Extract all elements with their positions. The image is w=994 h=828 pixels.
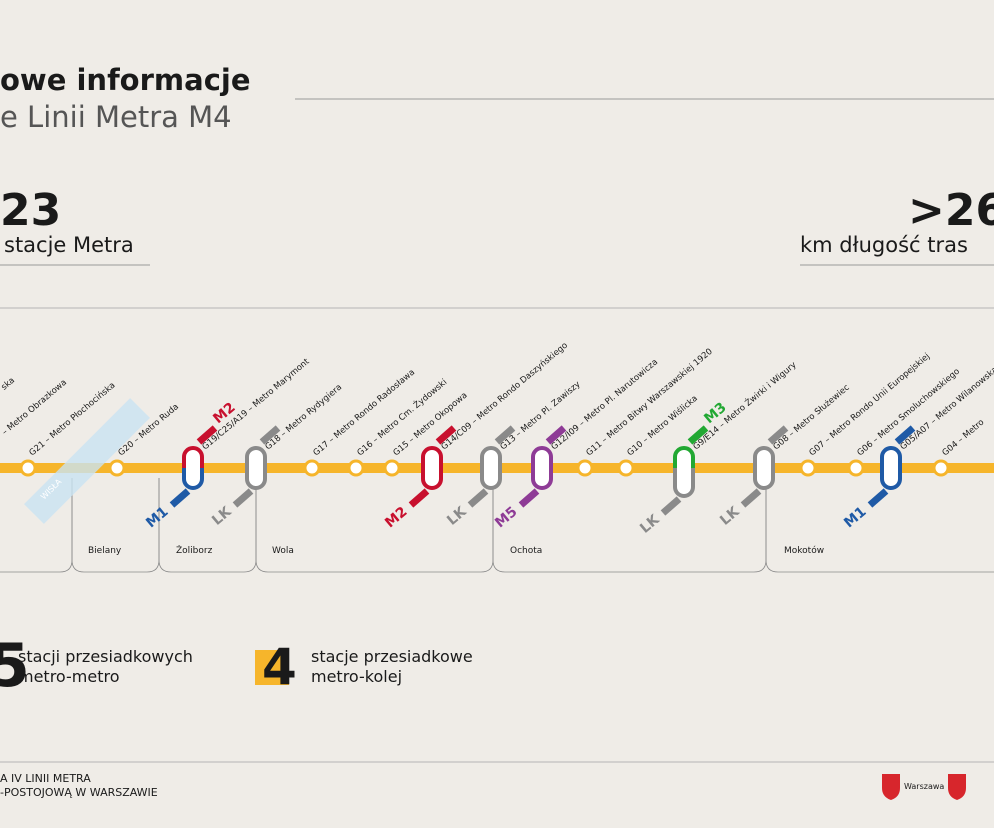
station [847,459,865,477]
interchange-top [245,446,267,468]
district-border [255,478,494,573]
interchange-top [182,446,204,468]
stat-label: stacje Metra [4,233,134,257]
interchange-bottom [753,468,775,490]
title: owe informacje [0,63,251,97]
interchange-bottom [480,468,502,490]
subtitle: e Linii Metra M4 [0,100,232,134]
interchange [184,448,202,488]
stat-label: km długość tras [800,233,968,257]
badge-strip [740,488,762,508]
interchange [482,448,500,488]
interchange [882,448,900,488]
highlight [255,650,289,685]
stat-value: >26 [908,185,994,236]
interchange-bottom [880,468,902,490]
interchange [423,448,441,488]
station [932,459,950,477]
station [19,459,37,477]
transfer-value: 5 [0,631,30,701]
badge-strip [494,425,516,445]
badge-strip [408,488,430,508]
interchange [533,448,551,488]
transfer-value: 4 [262,638,297,696]
badge-strip [232,488,254,508]
district-border [158,478,257,573]
station [303,459,321,477]
interchange-top [531,446,553,468]
badge-strip [894,425,916,445]
footer-text: A IV LINII METRA [0,772,91,785]
district-border [71,478,160,573]
logo-shield [882,774,900,800]
badge-strip [867,488,889,508]
station [108,459,126,477]
badge-strip [767,425,789,445]
badge-strip [687,425,709,445]
interchange [755,448,773,488]
badge-strip [518,488,540,508]
interchange-top [480,446,502,468]
district-label: Żoliborz [176,545,213,556]
footer-text: -POSTOJOWĄ W WARSZAWIE [0,786,158,799]
badge-strip [435,425,457,445]
interchange-top [753,446,775,468]
district-label: Wola [272,546,294,556]
district-label: Ochota [510,546,542,556]
district-border [492,478,767,573]
interchange-top [421,446,443,468]
interchange [675,448,693,496]
interchange [247,448,265,488]
transfer-label: stacje przesiadkowe [311,647,473,666]
interchange-bottom [245,468,267,490]
interchange-top [673,446,695,468]
station [383,459,401,477]
badge-strip [169,488,191,508]
interchange-bottom [421,468,443,490]
river [24,398,150,524]
transfer-label: metro-metro [18,667,120,686]
logo-shield [948,774,966,800]
district-border [765,478,994,573]
station [347,459,365,477]
interchange-bottom [673,468,695,498]
station [799,459,817,477]
station [576,459,594,477]
transfer-label: metro-kolej [311,667,402,686]
badge-strip [545,425,567,445]
stat-value: 23 [0,185,61,236]
interchange-bottom [182,468,204,490]
badge-strip [259,425,281,445]
district-label: Mokotów [784,545,824,556]
station [617,459,635,477]
interchange-top [880,446,902,468]
badge-strip [467,488,489,508]
badge-strip [196,425,218,445]
transfer-label: stacji przesiadkowych [18,647,193,666]
badge-strip [660,496,682,516]
interchange-bottom [531,468,553,490]
district-label: Bielany [88,546,122,556]
logo-text: Warszawa [904,782,944,791]
